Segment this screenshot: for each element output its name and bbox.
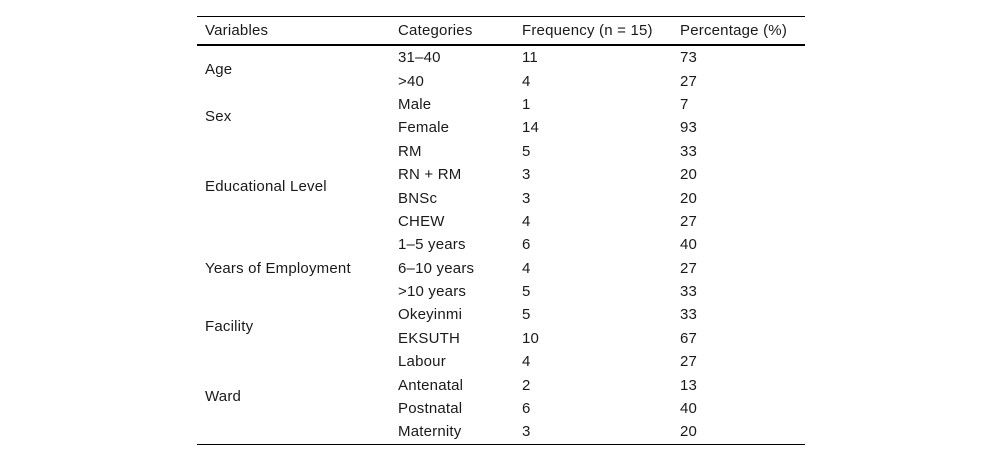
demographics-table-container: Variables Categories Frequency (n = 15) …: [197, 16, 805, 445]
frequency-cell: 6: [522, 400, 531, 418]
col-header-frequency: Frequency (n = 15): [522, 16, 680, 46]
table-row: Maternity 3 20: [197, 420, 805, 444]
demographics-table: Variables Categories Frequency (n = 15) …: [197, 16, 805, 445]
frequency-cell: 5: [522, 306, 531, 324]
percentage-cell: 7: [680, 95, 689, 113]
table-row: Female 14 93: [197, 116, 805, 139]
category-cell: 31–40: [398, 49, 441, 67]
percentage-cell: 27: [680, 72, 698, 90]
percentage-cell: 13: [680, 376, 698, 394]
frequency-cell: 4: [522, 353, 531, 371]
frequency-cell: 14: [522, 119, 540, 137]
percentage-cell: 20: [680, 423, 698, 441]
frequency-cell: 3: [522, 423, 531, 441]
percentage-cell: 20: [680, 166, 698, 184]
category-cell: 6–10 years: [398, 259, 475, 277]
table-row: BNSc 3 20: [197, 186, 805, 209]
category-cell: Antenatal: [398, 376, 464, 394]
category-cell: Postnatal: [398, 400, 463, 418]
category-cell: >10 years: [398, 283, 467, 301]
percentage-cell: 73: [680, 49, 698, 67]
category-cell: EKSUTH: [398, 329, 461, 347]
table-row: Antenatal 2 13: [197, 373, 805, 396]
table-row: 6–10 years 4 27: [197, 257, 805, 280]
table-row: Educational Level RM 5 33: [197, 140, 805, 194]
category-cell: 1–5 years: [398, 236, 466, 254]
table-row: Postnatal 6 40: [197, 397, 805, 420]
percentage-cell: 40: [680, 400, 698, 418]
variable-cell-facility: Facility: [205, 318, 254, 336]
category-cell: Maternity: [398, 423, 462, 441]
frequency-cell: 4: [522, 212, 531, 230]
table-row: Facility Okeyinmi 5 33: [197, 303, 805, 334]
percentage-cell: 27: [680, 259, 698, 277]
category-cell: >40: [398, 72, 425, 90]
percentage-cell: 67: [680, 329, 698, 347]
table-row: EKSUTH 10 67: [197, 327, 805, 350]
category-cell: Female: [398, 119, 450, 137]
col-header-variables: Variables: [197, 16, 398, 46]
col-header-percentage: Percentage (%): [680, 16, 805, 46]
frequency-cell: 11: [522, 49, 538, 67]
table-row: Ward Labour 4 27: [197, 350, 805, 404]
table-row: >40 4 27: [197, 69, 805, 92]
col-header-categories: Categories: [398, 16, 522, 46]
frequency-cell: 4: [522, 72, 531, 90]
frequency-cell: 6: [522, 236, 531, 254]
category-cell: RN + RM: [398, 166, 462, 184]
table-row: Years of Employment 1–5 years 6 40: [197, 233, 805, 276]
percentage-cell: 93: [680, 119, 698, 137]
percentage-cell: 27: [680, 212, 698, 230]
percentage-cell: 20: [680, 189, 698, 207]
frequency-cell: 3: [522, 189, 531, 207]
frequency-cell: 3: [522, 166, 531, 184]
frequency-cell: 2: [522, 376, 531, 394]
table-row: Sex Male 1 7: [197, 93, 805, 124]
table-row: RN + RM 3 20: [197, 163, 805, 186]
frequency-cell: 5: [522, 142, 531, 160]
variable-cell-years-of-employment: Years of Employment: [205, 259, 351, 277]
percentage-cell: 33: [680, 306, 698, 324]
table-row: CHEW 4 27: [197, 210, 805, 233]
category-cell: Okeyinmi: [398, 306, 463, 324]
frequency-cell: 1: [522, 95, 531, 113]
table-row: >10 years 5 33: [197, 280, 805, 303]
table-row: Age 31–40 11 73: [197, 45, 805, 77]
category-cell: Labour: [398, 353, 446, 371]
frequency-cell: 5: [522, 283, 531, 301]
frequency-cell: 10: [522, 329, 540, 347]
variable-cell-sex: Sex: [205, 107, 232, 125]
category-cell: CHEW: [398, 212, 445, 230]
percentage-cell: 33: [680, 283, 698, 301]
percentage-cell: 33: [680, 142, 698, 160]
frequency-cell: 4: [522, 259, 531, 277]
header-row: Variables Categories Frequency (n = 15) …: [197, 16, 805, 46]
percentage-cell: 27: [680, 353, 698, 371]
variable-cell-educational-level: Educational Level: [205, 177, 327, 195]
variable-cell-ward: Ward: [205, 388, 242, 406]
category-cell: BNSc: [398, 189, 438, 207]
category-cell: Male: [398, 95, 432, 113]
category-cell: RM: [398, 142, 422, 160]
variable-cell-age: Age: [205, 60, 233, 78]
percentage-cell: 40: [680, 236, 698, 254]
